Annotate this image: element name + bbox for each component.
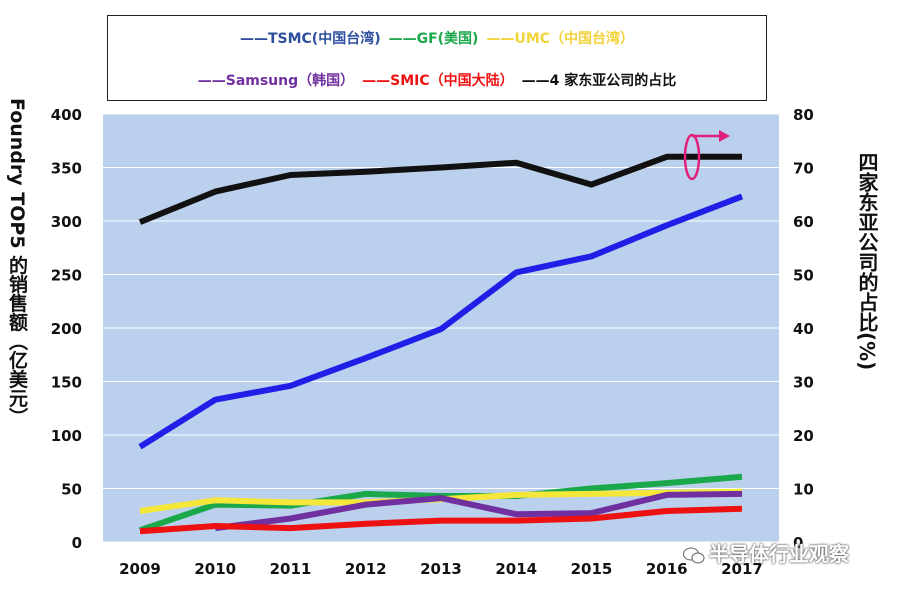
x-tick-label: 2014	[495, 560, 537, 578]
legend-umc: ——UMC（中国台湾）	[486, 31, 635, 47]
right-tick-label: 70	[793, 160, 814, 178]
right-axis-ticks: 0 10 20 30 40 50 60 70 80	[793, 106, 814, 552]
watermark: 半导体行业观察	[683, 538, 849, 567]
legend-samsung: ——Samsung（韩国）	[197, 73, 355, 89]
right-tick-label: 60	[793, 213, 814, 231]
x-tick-label: 2016	[646, 560, 688, 578]
x-tick-label: 2013	[420, 560, 462, 578]
left-tick-label: 150	[51, 374, 82, 392]
series-line-4	[138, 153, 742, 225]
left-tick-label: 250	[51, 267, 82, 285]
left-tick-label: 50	[61, 481, 82, 499]
series-line-tsmc	[138, 193, 744, 450]
legend-ratio: ——4 家东亚公司的占比	[521, 73, 677, 89]
y-axis-label-right: 四家东亚公司的占比(%)	[855, 152, 879, 371]
legend-smic: ——SMIC（中国大陆）	[362, 73, 514, 89]
left-tick-label: 350	[51, 160, 82, 178]
legend-row-2: ——Samsung（韩国） ——SMIC（中国大陆） ——4 家东亚公司的占比	[108, 70, 766, 90]
gridlines	[103, 113, 779, 543]
right-axis-arrow-marker	[683, 130, 730, 181]
legend-gf: ——GF(美国)	[388, 31, 479, 47]
left-tick-label: 300	[51, 213, 82, 231]
right-tick-label: 10	[793, 481, 814, 499]
x-tick-label: 2015	[571, 560, 613, 578]
series-line-samsung	[214, 490, 743, 532]
right-tick-label: 40	[793, 320, 814, 338]
x-tick-label: 2012	[345, 560, 387, 578]
right-tick-label: 30	[793, 374, 814, 392]
watermark-text: 半导体行业观察	[709, 542, 849, 566]
legend: ——TSMC(中国台湾) ——GF(美国) ——UMC（中国台湾） ——Sams…	[107, 15, 767, 101]
legend-row-1: ——TSMC(中国台湾) ——GF(美国) ——UMC（中国台湾）	[108, 28, 766, 48]
y-axis-label-left: Foundry TOP5 的销售额（亿美元）	[6, 98, 28, 427]
right-tick-label: 50	[793, 267, 814, 285]
x-tick-label: 2017	[721, 560, 763, 578]
series-line-smic	[139, 505, 743, 535]
x-tick-label: 2009	[119, 560, 161, 578]
x-tick-label: 2010	[194, 560, 236, 578]
series-lines	[138, 153, 744, 535]
x-axis-ticks: 2009 2010 2011 2012 2013 2014 2015 2016 2017	[119, 560, 763, 578]
x-tick-label: 2011	[270, 560, 312, 578]
left-tick-label: 100	[51, 427, 82, 445]
right-tick-label: 0	[793, 534, 803, 552]
left-tick-label: 200	[51, 320, 82, 338]
wechat-icon	[683, 547, 705, 563]
left-tick-label: 400	[51, 106, 82, 124]
right-tick-label: 20	[793, 427, 814, 445]
left-axis-ticks: 0 50 100 150 200 250 300 350 400	[51, 106, 82, 552]
left-tick-label: 0	[72, 534, 82, 552]
right-tick-label: 80	[793, 106, 814, 124]
legend-tsmc: ——TSMC(中国台湾)	[239, 31, 381, 47]
